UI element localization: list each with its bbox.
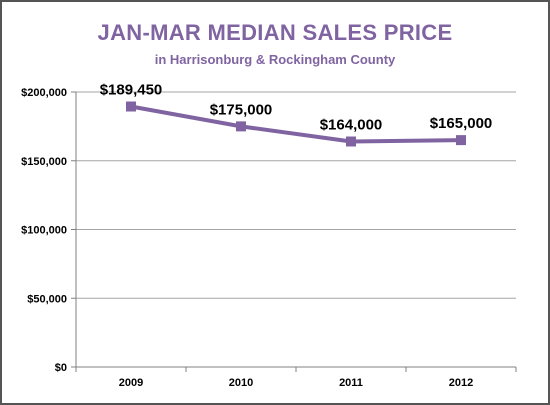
data-label: $164,000 [320,117,383,134]
y-tick-label: $200,000 [21,87,67,99]
x-tick-label: 2011 [339,377,363,389]
y-tick-label: $100,000 [21,225,67,237]
data-point-marker [456,135,466,146]
y-tick-label: $50,000 [27,293,67,305]
y-tick-label: $150,000 [21,156,67,168]
x-tick-label: 2009 [119,377,143,389]
data-point-marker [126,101,136,112]
data-point-marker [236,121,246,132]
data-point-marker [346,136,356,147]
x-tick-label: 2010 [229,377,253,389]
data-label: $189,450 [100,82,163,99]
chart-subtitle: in Harrisonburg & Rockingham County [154,52,396,67]
data-label: $165,000 [430,115,493,132]
chart-title: JAN-MAR MEDIAN SALES PRICE [97,20,453,45]
x-tick-label: 2012 [449,377,473,389]
data-label: $175,000 [210,101,273,118]
y-tick-label: $0 [55,362,67,374]
series-line [129,104,463,144]
